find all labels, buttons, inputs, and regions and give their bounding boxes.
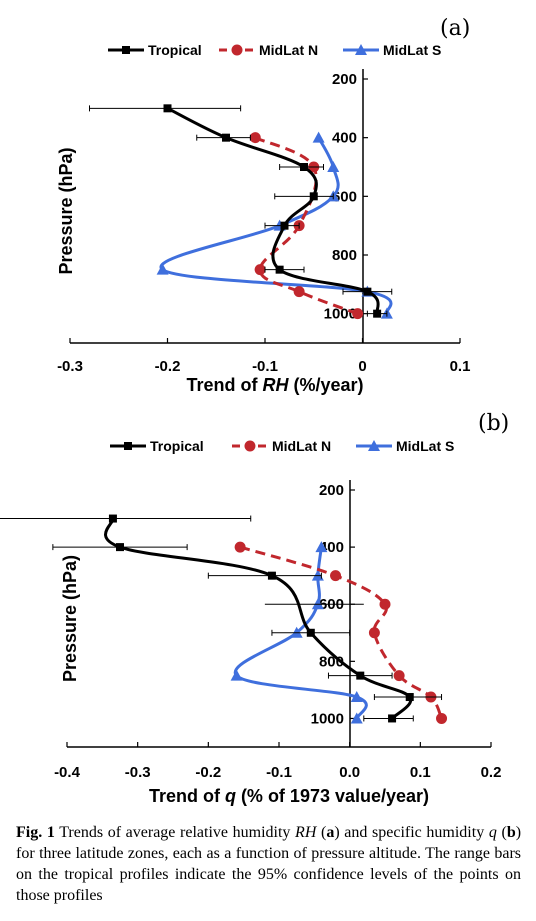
- data-point: [306, 628, 315, 637]
- y-tick-label: 400: [332, 130, 357, 147]
- data-point: [350, 712, 363, 724]
- caption-part: ) for three latitude zones, each as a fu…: [16, 824, 522, 904]
- caption-text: Trends of average relative humidity RH (…: [16, 824, 521, 904]
- caption-fig-label: Fig. 1: [16, 824, 55, 841]
- legend-label: MidLat N: [272, 438, 331, 454]
- data-point: [249, 132, 261, 144]
- y-axis-title: Pressure (hPa): [60, 555, 80, 682]
- data-point: [379, 598, 391, 610]
- legend-marker: [124, 442, 132, 450]
- legend-marker: [122, 46, 130, 54]
- x-axis-title: Trend of q (% of 1973 value/year): [149, 786, 429, 806]
- y-tick-label: 1000: [311, 710, 344, 727]
- caption-part: (: [496, 824, 507, 841]
- data-point: [267, 571, 276, 580]
- data-point: [330, 570, 342, 582]
- x-tick-label: 0: [358, 358, 366, 375]
- data-point: [368, 627, 380, 639]
- data-point: [163, 104, 172, 113]
- x-tick-label: 0.1: [410, 764, 431, 781]
- data-point: [352, 308, 364, 320]
- data-point: [293, 286, 305, 298]
- data-point: [312, 131, 325, 143]
- data-point: [234, 541, 246, 553]
- legend-marker: [244, 440, 256, 452]
- data-point: [363, 287, 372, 296]
- data-point: [309, 192, 318, 201]
- panel-a: (a)-0.3 -0.2 -0.1 0 0.12004006008001000Trend…: [56, 16, 470, 395]
- panel-label: (a): [440, 16, 470, 41]
- caption-part: q: [488, 824, 497, 841]
- legend-label: MidLat N: [259, 42, 318, 58]
- y-tick-label: 800: [332, 247, 357, 264]
- data-point: [350, 691, 363, 703]
- data-point: [230, 669, 243, 681]
- data-point: [373, 309, 382, 318]
- legend-label: MidLat S: [383, 42, 441, 58]
- x-tick-label: -0.1: [252, 358, 278, 375]
- data-point: [388, 714, 397, 723]
- data-point: [315, 541, 328, 553]
- caption-part: Trends of average relative humidity: [54, 824, 296, 841]
- x-tick-label: 0.2: [481, 764, 502, 781]
- data-point: [222, 133, 230, 142]
- legend-marker: [355, 44, 367, 55]
- panel-label: (b): [478, 411, 509, 436]
- data-point: [108, 514, 117, 523]
- x-tick-label: -0.3: [125, 764, 151, 781]
- data-point: [393, 670, 405, 682]
- data-point: [300, 163, 308, 171]
- caption-part: (: [316, 824, 327, 841]
- x-tick-label: -0.1: [266, 764, 292, 781]
- caption-part: b: [506, 824, 516, 841]
- data-point: [275, 265, 284, 274]
- legend-marker: [231, 44, 243, 56]
- data-point: [405, 693, 414, 702]
- x-tick-label: -0.2: [155, 358, 181, 375]
- x-tick-label: -0.2: [195, 764, 221, 781]
- legend-label: Tropical: [148, 42, 202, 58]
- caption-part: RH: [295, 824, 317, 841]
- x-tick-label: 0.1: [450, 358, 471, 375]
- data-point: [254, 264, 266, 276]
- data-point: [116, 543, 124, 552]
- figure-caption: Fig. 1 Trends of average relative humidi…: [16, 822, 521, 906]
- data-point: [327, 161, 340, 172]
- data-point: [280, 221, 289, 230]
- legend-label: MidLat S: [396, 438, 454, 454]
- legend-label: Tropical: [150, 438, 204, 454]
- data-point: [436, 712, 448, 724]
- y-tick-label: 200: [319, 482, 344, 499]
- x-tick-label: -0.4: [54, 764, 81, 781]
- caption-part: ) and specific humidity: [334, 824, 489, 841]
- panel-b: (b)-0.4 -0.3 -0.2 -0.1 0.0 0.1 0.2200400600800…: [0, 411, 509, 806]
- y-tick-label: 200: [332, 71, 357, 88]
- y-axis-title: Pressure (hPa): [56, 147, 76, 274]
- series-line: [104, 518, 413, 720]
- data-point: [356, 671, 365, 680]
- x-tick-label: 0.0: [339, 764, 360, 781]
- legend-marker: [368, 440, 380, 451]
- x-tick-label: -0.3: [57, 358, 83, 375]
- caption-part: a: [326, 824, 335, 841]
- data-point: [156, 263, 169, 275]
- x-axis-title: Trend of RH (%/year): [186, 375, 363, 395]
